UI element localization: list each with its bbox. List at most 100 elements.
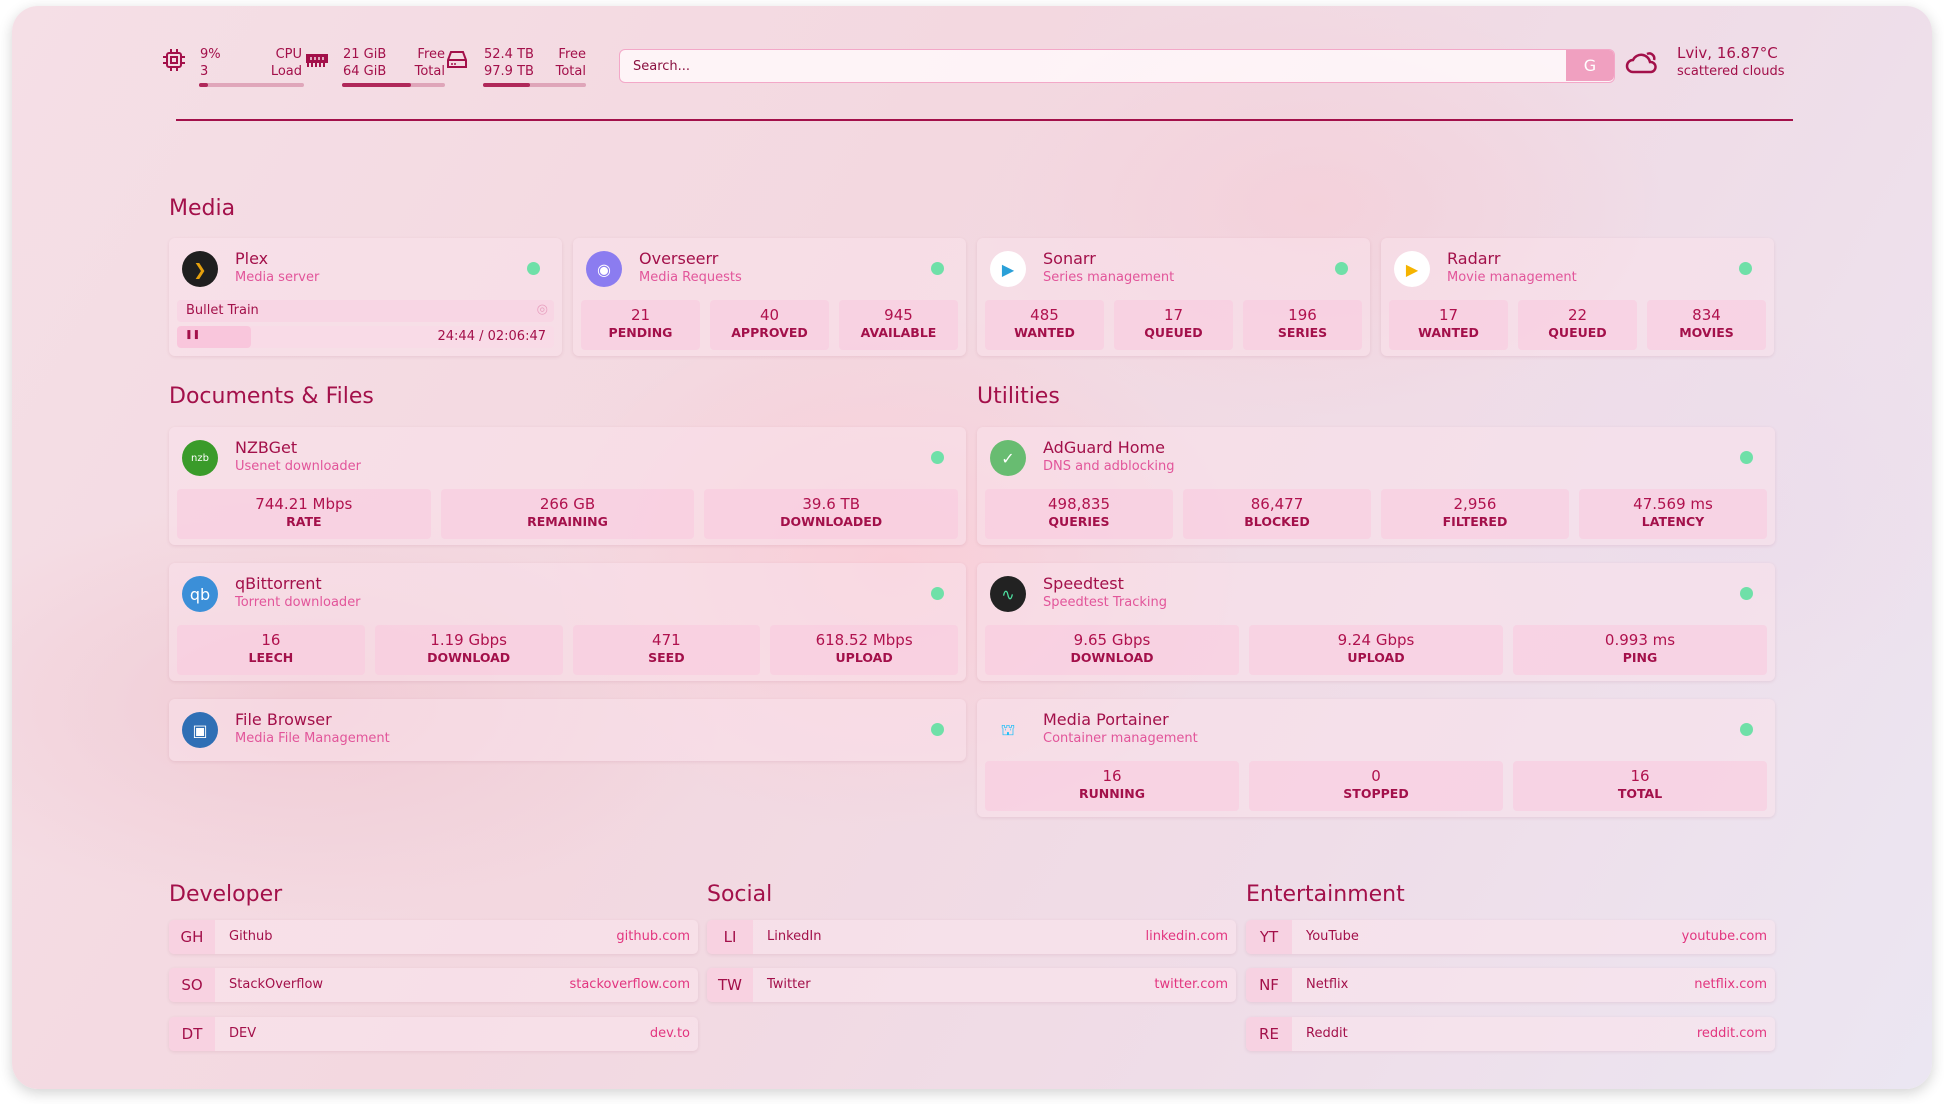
search-placeholder: Search... [633, 59, 691, 74]
now-playing[interactable]: Bullet Train ◎ [177, 300, 554, 322]
stat-block: 471 SEED [572, 625, 761, 675]
stat-label: WANTED [1014, 325, 1075, 340]
service-stats: 16 LEECH 1.19 Gbps DOWNLOAD 471 SEED 618.52 Mb… [177, 625, 958, 675]
service-name[interactable]: Plex [235, 249, 269, 268]
stat-label: STOPPED [1343, 786, 1409, 801]
stream-progress: ❚❚ 24:44 / 02:06:47 [177, 326, 554, 348]
service-card-overseerr[interactable]: ◉ Overseerr Media Requests 21 PENDING 40 APPRO… [573, 238, 966, 356]
service-card-radarr[interactable]: ▶ Radarr Movie management 17 WANTED 22 QUEUED 8… [1381, 238, 1774, 356]
disk-bar [483, 83, 586, 87]
adguard-icon: ✓ [990, 440, 1026, 476]
stat-value: 86,477 [1250, 495, 1304, 513]
bookmark-abbr: SO [169, 968, 215, 1002]
disk-free: 52.4 TB [484, 47, 534, 62]
stat-block: 17 QUEUED [1114, 300, 1233, 350]
stat-value: 16 [1102, 767, 1122, 785]
service-name[interactable]: qBittorrent [235, 574, 322, 593]
cloud-sun-icon [1625, 52, 1657, 74]
load-label: Load [270, 64, 302, 79]
stat-value: 945 [884, 306, 913, 324]
bookmark-reddit[interactable]: RE Reddit reddit.com [1246, 1017, 1775, 1051]
service-card-media-portainer[interactable]: ⛫ Media Portainer Container management 16 RU… [977, 699, 1775, 817]
stat-block: 16 LEECH [177, 625, 365, 675]
service-name[interactable]: Sonarr [1043, 249, 1096, 268]
bookmark-name: DEV [229, 1026, 257, 1041]
stat-block: 618.52 Mbps UPLOAD [770, 625, 958, 675]
service-name[interactable]: File Browser [235, 710, 332, 729]
cpu-bar [199, 83, 304, 87]
service-description: Series management [1043, 270, 1175, 285]
sonarr-icon: ▶ [990, 251, 1026, 287]
stat-block: 47.569 ms LATENCY [1579, 489, 1767, 539]
stat-label: WANTED [1418, 325, 1479, 340]
service-card-adguard-home[interactable]: ✓ AdGuard Home DNS and adblocking 498,835 QU… [977, 427, 1775, 545]
weather-description: scattered clouds [1677, 64, 1785, 79]
service-stats: 16 RUNNING 0 STOPPED 16 TOTAL [985, 761, 1767, 811]
stat-label: QUEUED [1548, 325, 1607, 340]
service-card-speedtest[interactable]: ∿ Speedtest Speedtest Tracking 9.65 Gbps DOW… [977, 563, 1775, 681]
stat-block: 16 TOTAL [1513, 761, 1767, 811]
bookmark-abbr: TW [707, 968, 753, 1002]
bookmark-name: Reddit [1306, 1026, 1348, 1041]
disk-total: 97.9 TB [484, 64, 534, 79]
pause-icon[interactable]: ❚❚ [185, 330, 201, 340]
stat-value: 17 [1438, 306, 1459, 324]
stat-block: 22 QUEUED [1518, 300, 1637, 350]
section-title-utilities: Utilities [977, 384, 1060, 409]
service-name[interactable]: NZBGet [235, 438, 298, 457]
bookmark-url: netflix.com [1694, 977, 1767, 992]
service-card-plex[interactable]: ❯ Plex Media server Bullet Train ◎ ❚❚ 24:44 / … [169, 238, 562, 356]
memory-bar [342, 83, 445, 87]
service-card-nzbget[interactable]: nzb NZBGet Usenet downloader 744.21 Mbps RAT… [169, 427, 966, 545]
stream-info-icon[interactable]: ◎ [536, 302, 548, 317]
service-name[interactable]: Speedtest [1043, 574, 1124, 593]
service-stats: 744.21 Mbps RATE 266 GB REMAINING 39.6 TB DOW… [177, 489, 959, 539]
service-card-file-browser[interactable]: ▣ File Browser Media File Management [169, 699, 966, 761]
service-description: Media Requests [639, 270, 742, 285]
bookmark-twitter[interactable]: TW Twitter twitter.com [707, 968, 1236, 1002]
service-name[interactable]: Radarr [1447, 249, 1501, 268]
service-name[interactable]: Overseerr [639, 249, 719, 268]
search-engine-button[interactable]: G [1566, 50, 1614, 81]
bookmark-name: Github [229, 929, 273, 944]
dashboard-window: 9% 3 CPU Load 21 GiB 64 GiB Free Total 5… [12, 6, 1932, 1089]
bookmark-netflix[interactable]: NF Netflix netflix.com [1246, 968, 1775, 1002]
bookmark-youtube[interactable]: YT YouTube youtube.com [1246, 920, 1775, 954]
bookmark-github[interactable]: GH Github github.com [169, 920, 698, 954]
stat-block: 0 STOPPED [1249, 761, 1503, 811]
stat-block: 40 APPROVED [710, 300, 829, 350]
section-title-media: Media [169, 196, 236, 221]
bookmark-url: twitter.com [1154, 977, 1228, 992]
stat-label: DOWNLOAD [1070, 650, 1154, 665]
stream-time: 24:44 / 02:06:47 [437, 329, 547, 344]
bookmark-abbr: GH [169, 920, 215, 954]
service-name[interactable]: AdGuard Home [1043, 438, 1165, 457]
search-input[interactable]: Search... G [619, 49, 1615, 83]
bookmark-abbr: YT [1246, 920, 1292, 954]
stat-label: SEED [648, 650, 685, 665]
status-indicator [1739, 262, 1752, 275]
stat-value: 9.65 Gbps [1073, 631, 1151, 649]
service-name[interactable]: Media Portainer [1043, 710, 1169, 729]
bookmark-linkedin[interactable]: LI LinkedIn linkedin.com [707, 920, 1236, 954]
service-description: Speedtest Tracking [1043, 595, 1167, 610]
bookmark-url: reddit.com [1696, 1026, 1767, 1041]
plex-icon: ❯ [182, 251, 218, 287]
stat-value: 39.6 TB [802, 495, 860, 513]
stat-value: 834 [1692, 306, 1721, 324]
bookmark-dev[interactable]: DT DEV dev.to [169, 1017, 698, 1051]
status-indicator [1740, 451, 1753, 464]
memory-total: 64 GiB [343, 64, 387, 79]
stat-value: 47.569 ms [1633, 495, 1713, 513]
service-card-sonarr[interactable]: ▶ Sonarr Series management 485 WANTED 17 QUEUE… [977, 238, 1370, 356]
stat-label: RUNNING [1078, 786, 1146, 801]
bookmark-abbr: NF [1246, 968, 1292, 1002]
stat-label: LEECH [248, 650, 294, 665]
stat-value: 22 [1567, 306, 1588, 324]
memory-free: 21 GiB [343, 47, 387, 62]
stream-progress-fill [177, 326, 251, 348]
service-card-qbittorrent[interactable]: qb qBittorrent Torrent downloader 16 LEECH 1.… [169, 563, 966, 681]
bookmark-stackoverflow[interactable]: SO StackOverflow stackoverflow.com [169, 968, 698, 1002]
portainer-icon: ⛫ [1000, 719, 1016, 739]
stat-label: UPLOAD [1347, 650, 1405, 665]
